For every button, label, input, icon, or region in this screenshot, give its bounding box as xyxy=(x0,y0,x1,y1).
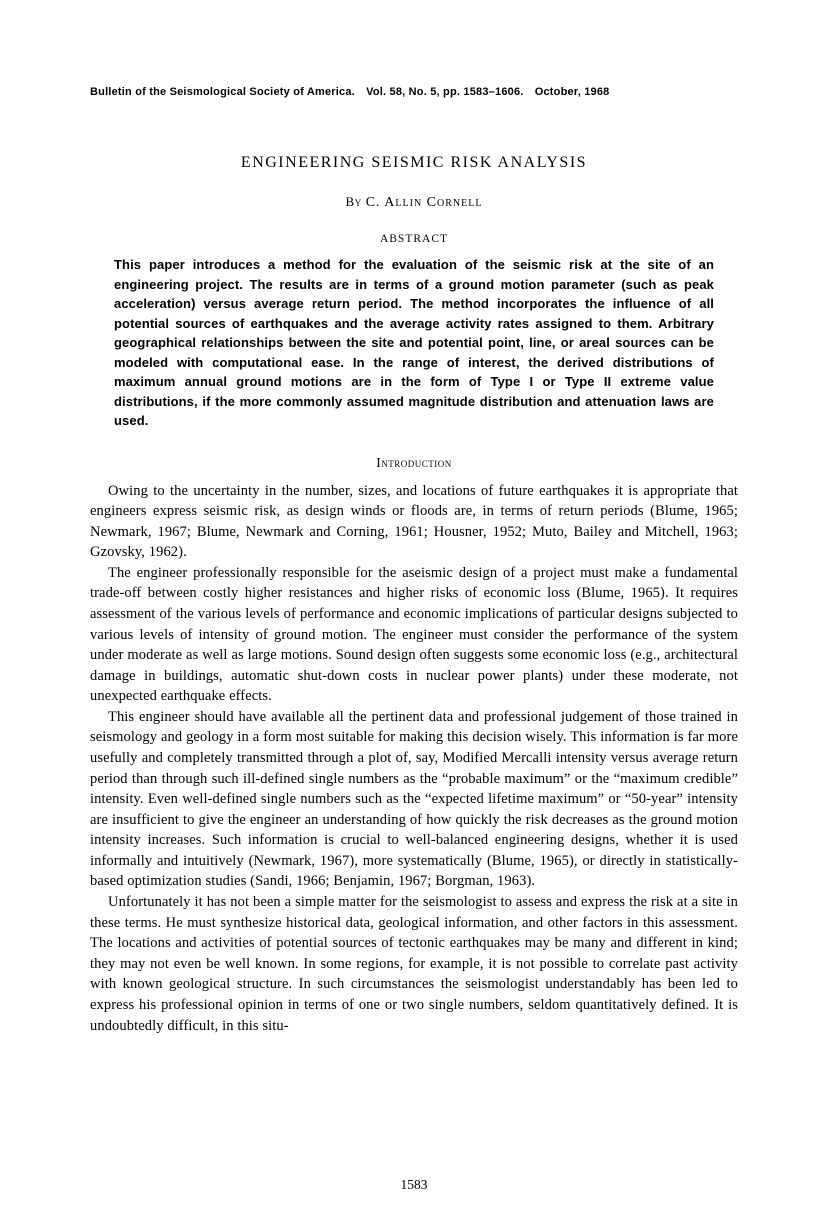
body-paragraph: Unfortunately it has not been a simple m… xyxy=(90,892,738,1036)
introduction-heading: Introduction xyxy=(90,455,738,471)
journal-header: Bulletin of the Seismological Society of… xyxy=(90,86,738,98)
author-name: C. Allin Cornell xyxy=(366,195,483,210)
abstract-heading: ABSTRACT xyxy=(90,233,738,245)
abstract-text: This paper introduces a method for the e… xyxy=(90,255,738,431)
author-by-label: By xyxy=(346,194,362,209)
author-line: By C. Allin Cornell xyxy=(90,194,738,211)
body-paragraph: Owing to the uncertainty in the number, … xyxy=(90,481,738,563)
paper-title: ENGINEERING SEISMIC RISK ANALYSIS xyxy=(90,154,738,172)
body-paragraph: This engineer should have available all … xyxy=(90,707,738,892)
body-paragraph: The engineer professionally responsible … xyxy=(90,563,738,707)
page-number: 1583 xyxy=(0,1177,828,1193)
